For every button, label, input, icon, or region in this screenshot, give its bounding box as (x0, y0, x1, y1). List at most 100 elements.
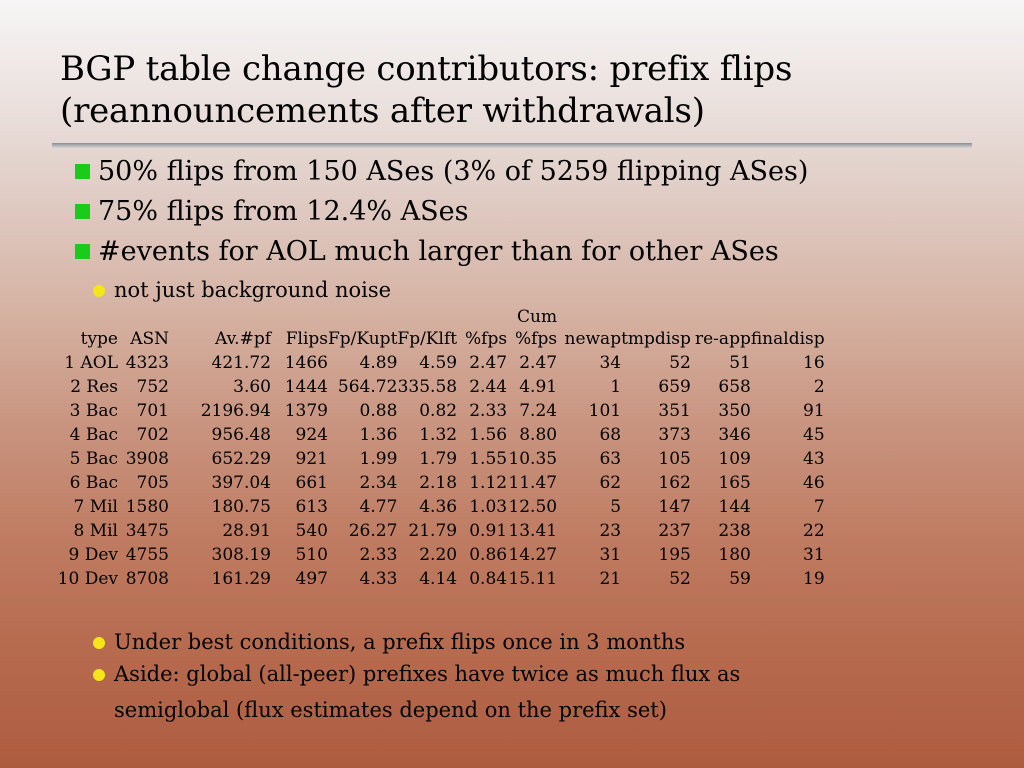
table-cell: 2.44 (469, 377, 508, 397)
table-cell: 1.32 (419, 425, 458, 445)
sub-bullet-text: Aside: global (all-peer) prefixes have t… (114, 662, 741, 686)
table-cell: 4.91 (519, 377, 558, 397)
title-line-1: BGP table change contributors: prefix fl… (60, 49, 793, 89)
table-row: 2 Res 752 3.60 1444 564.72 335.58 2.44 4.91 1 659… (50, 375, 824, 399)
table-cell: 1466 (284, 353, 328, 373)
header-top-cell: Cum (517, 307, 558, 327)
header-cell: finaldisp (750, 329, 825, 349)
table-cell: 28.91 (222, 521, 271, 541)
table-cell: 45 (803, 425, 825, 445)
table-cell: 2.47 (519, 353, 558, 373)
table-cell: 705 (136, 473, 169, 493)
table-row: 10 Dev 8708 161.29 497 4.33 4.14 0.84 15.11 21 52… (50, 567, 825, 591)
table-cell: 2196.94 (200, 401, 271, 421)
table-cell: 161.29 (211, 569, 271, 589)
table-cell: 1.55 (469, 449, 508, 469)
table-cell: 101 (588, 401, 622, 421)
table-cell: 62 (599, 473, 622, 493)
table-cell: 397.04 (211, 473, 271, 493)
table-cell: 12.50 (508, 497, 558, 517)
table-cell: 752 (136, 377, 169, 397)
table-cell: 109 (718, 449, 751, 469)
table-cell: 658 (718, 377, 751, 397)
table-cell: 0.91 (469, 521, 508, 541)
table-cell: 1.12 (469, 473, 508, 493)
table-cell: 46 (803, 473, 825, 493)
table-cell: 52 (669, 353, 691, 373)
table-cell: 43 (803, 449, 825, 469)
title-line-2: (reannouncements after withdrawals) (60, 91, 705, 131)
table-cell: 21.79 (408, 521, 458, 541)
table-cell: 14.27 (508, 545, 558, 565)
square-bullet-icon (75, 204, 90, 219)
table-cell: 63 (599, 449, 622, 469)
table-cell: 180 (718, 545, 751, 565)
table-cell: 1.36 (359, 425, 398, 445)
header-top-cell (328, 307, 397, 327)
sub-bullet-text: Under best conditions, a prefix flips on… (114, 630, 686, 654)
table-cell: 924 (295, 425, 328, 445)
table-cell: 4.36 (419, 497, 458, 517)
round-bullet-icon (93, 285, 105, 297)
sub-bullet-text: semiglobal (flux estimates depend on the… (114, 698, 667, 722)
table-cell: 1.03 (469, 497, 508, 517)
table-body: 1 AOL 4323 421.72 1466 4.89 4.59 2.47 2.47 34 52 5… (50, 351, 825, 591)
table-cell: 8708 (125, 569, 169, 589)
table-cell: 7.24 (519, 401, 558, 421)
table-cell: 16 (803, 353, 825, 373)
table-cell: 3.60 (233, 377, 271, 397)
table-cell: 8 Mil (73, 521, 118, 541)
table-cell: 346 (718, 425, 751, 445)
bullet-item: #events for AOL much larger than for oth… (75, 232, 808, 272)
header-cell: %fps (515, 329, 558, 349)
header-cell: type (80, 329, 118, 349)
bottom-bullet-list: Under best conditions, a prefix flips on… (93, 626, 740, 730)
header-cell: ASN (130, 329, 169, 349)
table-cell: 3 Bac (69, 401, 118, 421)
table-cell: 31 (599, 545, 622, 565)
table-cell: 1.56 (469, 425, 508, 445)
header-cell: Fp/Klft (397, 329, 458, 349)
title-divider (52, 143, 972, 148)
table-cell: 701 (136, 401, 169, 421)
sub-bullet-list: not just background noise (93, 274, 391, 306)
table-cell: 497 (295, 569, 328, 589)
header-top-cell (169, 307, 271, 327)
table-cell: 10.35 (508, 449, 558, 469)
table-cell: 4.14 (419, 569, 458, 589)
header-top-cell (118, 307, 169, 327)
table-cell: 144 (718, 497, 751, 517)
table-cell: 921 (295, 449, 328, 469)
table-cell: 373 (658, 425, 691, 445)
sub-bullet-item: not just background noise (93, 274, 391, 306)
table-cell: 26.27 (348, 521, 398, 541)
table-cell: 11.47 (508, 473, 558, 493)
bullet-item: 50% flips from 150 ASes (3% of 5259 flip… (75, 152, 808, 192)
header-top-cell (50, 307, 118, 327)
table-cell: 6 Bac (69, 473, 118, 493)
table-cell: 510 (295, 545, 328, 565)
table-cell: 23 (599, 521, 622, 541)
table-cell: 105 (658, 449, 691, 469)
header-top-cell (457, 307, 507, 327)
table-cell: 4.89 (359, 353, 398, 373)
table-cell: 659 (658, 377, 691, 397)
table-cell: 1444 (284, 377, 328, 397)
round-bullet-icon (93, 669, 105, 681)
table-row: 1 AOL 4323 421.72 1466 4.89 4.59 2.47 2.47 34 52 5… (50, 351, 825, 375)
table-row: 7 Mil 1580 180.75 613 4.77 4.36 1.03 12.50 5 147 1… (50, 495, 824, 519)
table-cell: 4323 (125, 353, 169, 373)
table-cell: 147 (658, 497, 691, 517)
bullet-text: 50% flips from 150 ASes (3% of 5259 flip… (98, 156, 809, 187)
table-cell: 4.77 (359, 497, 398, 517)
round-bullet-icon (93, 637, 105, 649)
table-cell: 1.99 (359, 449, 398, 469)
table-cell: 1.79 (419, 449, 458, 469)
table-cell: 8.80 (519, 425, 558, 445)
table-cell: 34 (599, 353, 622, 373)
table-cell: 661 (295, 473, 328, 493)
header-top-cell (751, 307, 825, 327)
table-cell: 3475 (125, 521, 169, 541)
table-cell: 5 Bac (69, 449, 118, 469)
sub-bullet-item: Aside: global (all-peer) prefixes have t… (93, 658, 740, 690)
